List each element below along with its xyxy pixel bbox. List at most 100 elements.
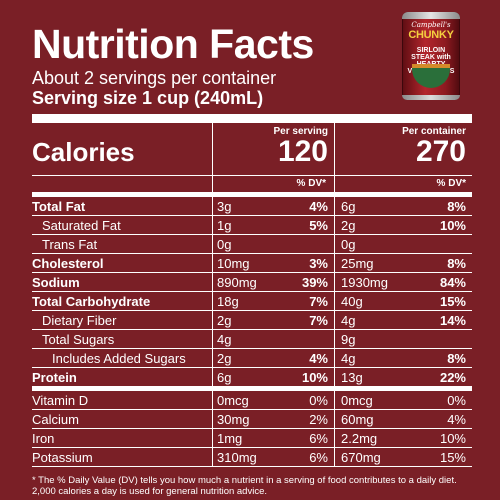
- servings-per-container: About 2 servings per container: [32, 68, 277, 88]
- per-serving-calories: 120: [277, 135, 328, 168]
- per-container-calories: 270: [415, 135, 466, 168]
- amount-per-serving: 30mg: [217, 412, 250, 427]
- soup-can-image: Campbell's CHUNKY SIRLOIN STEAK with HEA…: [402, 12, 460, 100]
- dv-per-serving: 4%: [309, 199, 328, 214]
- nutrient-row: Vitamin D 0mcg 0% 0mcg 0%: [32, 391, 472, 410]
- can-brand: Campbell's: [411, 21, 451, 29]
- amount-per-serving: 0g: [217, 237, 232, 252]
- can-product-line: CHUNKY: [408, 29, 454, 41]
- amount-per-serving: 6g: [217, 370, 232, 385]
- nutrient-name: Vitamin D: [32, 393, 89, 408]
- column-divider-2: [334, 123, 335, 467]
- dv-per-container: 8%: [447, 256, 466, 271]
- per-container-header: Per container 270: [338, 123, 466, 167]
- dv-per-serving: 7%: [309, 313, 328, 328]
- panel-title: Nutrition Facts: [32, 21, 314, 67]
- nutrient-name: Iron: [32, 431, 55, 446]
- amount-per-container: 9g: [341, 332, 356, 347]
- amount-per-serving: 1mg: [217, 431, 243, 446]
- dv-per-serving: 39%: [301, 275, 328, 290]
- medium-divider: [32, 192, 472, 197]
- amount-per-container: 13g: [341, 370, 363, 385]
- nutrient-name: Total Fat: [32, 199, 86, 214]
- amount-per-container: 40g: [341, 294, 363, 309]
- per-serving-header: Per serving 120: [215, 123, 328, 167]
- nutrient-row: Includes Added Sugars 2g 4% 4g 8%: [32, 349, 472, 368]
- amount-per-serving: 18g: [217, 294, 239, 309]
- per-container-label: Per container: [402, 126, 466, 137]
- nutrient-row: Cholesterol 10mg 3% 25mg 8%: [32, 254, 472, 273]
- amount-per-container: 6g: [341, 199, 356, 214]
- nutrient-rows: Total Fat 3g 4% 6g 8% Saturated Fat 1g 5% 2g 10% T…: [32, 197, 472, 391]
- nutrient-name: Saturated Fat: [42, 218, 121, 233]
- dv-per-container: 10%: [439, 431, 466, 446]
- nutrient-name: Dietary Fiber: [42, 313, 117, 328]
- amount-per-container: 0g: [341, 237, 356, 252]
- nutrient-name: Cholesterol: [32, 256, 104, 271]
- nutrient-row: Dietary Fiber 2g 7% 4g 14%: [32, 311, 472, 330]
- nutrient-name: Trans Fat: [42, 237, 98, 252]
- dv-header-col2: % DV*: [436, 178, 466, 189]
- dv-per-container: 22%: [439, 370, 466, 385]
- per-serving-label: Per serving: [273, 126, 328, 137]
- calories-label: Calories: [32, 137, 135, 167]
- dv-per-container: 84%: [439, 275, 466, 290]
- nutrient-row: Total Fat 3g 4% 6g 8%: [32, 197, 472, 216]
- dv-per-serving: 7%: [309, 294, 328, 309]
- nutrient-row: Sodium 890mg 39% 1930mg 84%: [32, 273, 472, 292]
- nutrient-name: Sodium: [32, 275, 80, 290]
- vitamin-rows: Vitamin D 0mcg 0% 0mcg 0% Calcium 30mg 2% 60mg 4%…: [32, 391, 472, 467]
- dv-per-serving: 0%: [309, 393, 328, 408]
- dv-per-container: 4%: [447, 412, 466, 427]
- amount-per-container: 2.2mg: [341, 431, 378, 446]
- amount-per-container: 25mg: [341, 256, 374, 271]
- dv-per-container: 8%: [447, 351, 466, 366]
- amount-per-container: 4g: [341, 313, 356, 328]
- dv-header-row: % DV* % DV*: [32, 175, 472, 192]
- footnote: * The % Daily Value (DV) tells you how m…: [32, 475, 457, 497]
- thick-divider: [32, 114, 472, 123]
- dv-per-serving: 3%: [309, 256, 328, 271]
- serving-size: Serving size 1 cup (240mL): [32, 88, 264, 108]
- dv-per-container: 10%: [439, 218, 466, 233]
- dv-per-serving: 6%: [309, 450, 328, 465]
- nutrient-name: Calcium: [32, 412, 79, 427]
- nutrient-row: Trans Fat 0g 0g: [32, 235, 472, 254]
- amount-per-serving: 10mg: [217, 256, 250, 271]
- can-lid: [402, 12, 460, 19]
- nutrient-row: Calcium 30mg 2% 60mg 4%: [32, 410, 472, 429]
- nutrient-row: Protein 6g 10% 13g 22%: [32, 368, 472, 391]
- amount-per-container: 0mcg: [341, 393, 373, 408]
- can-base: [402, 95, 460, 100]
- dv-per-container: 15%: [439, 450, 466, 465]
- column-divider-1: [212, 123, 213, 467]
- dv-per-serving: 2%: [309, 412, 328, 427]
- dv-per-serving: 4%: [309, 351, 328, 366]
- amount-per-serving: 0mcg: [217, 393, 249, 408]
- dv-per-container: 0%: [447, 393, 466, 408]
- amount-per-serving: 310mg: [217, 450, 257, 465]
- amount-per-container: 60mg: [341, 412, 374, 427]
- nutrient-row: Iron 1mg 6% 2.2mg 10%: [32, 429, 472, 448]
- amount-per-serving: 4g: [217, 332, 232, 347]
- nutrient-name: Protein: [32, 370, 77, 385]
- amount-per-serving: 890mg: [217, 275, 257, 290]
- nutrient-row: Total Carbohydrate 18g 7% 40g 15%: [32, 292, 472, 311]
- nutrient-name: Total Carbohydrate: [32, 294, 151, 309]
- amount-per-serving: 3g: [217, 199, 232, 214]
- nutrient-name: Total Sugars: [42, 332, 115, 347]
- dv-per-container: 15%: [439, 294, 466, 309]
- amount-per-serving: 1g: [217, 218, 232, 233]
- nutrient-table: Calories Per serving 120 Per container 2…: [32, 123, 472, 467]
- nutrition-facts-panel: Nutrition Facts About 2 servings per con…: [32, 22, 472, 497]
- dv-per-serving: 10%: [301, 370, 328, 385]
- amount-per-container: 4g: [341, 351, 356, 366]
- amount-per-container: 670mg: [341, 450, 381, 465]
- dv-per-container: 14%: [439, 313, 466, 328]
- nutrient-name: Includes Added Sugars: [52, 351, 186, 366]
- calories-row: Calories Per serving 120 Per container 2…: [32, 123, 472, 175]
- dv-header-col1: % DV*: [296, 178, 326, 189]
- amount-per-container: 2g: [341, 218, 356, 233]
- nutrient-row: Potassium 310mg 6% 670mg 15%: [32, 448, 472, 467]
- amount-per-serving: 2g: [217, 351, 232, 366]
